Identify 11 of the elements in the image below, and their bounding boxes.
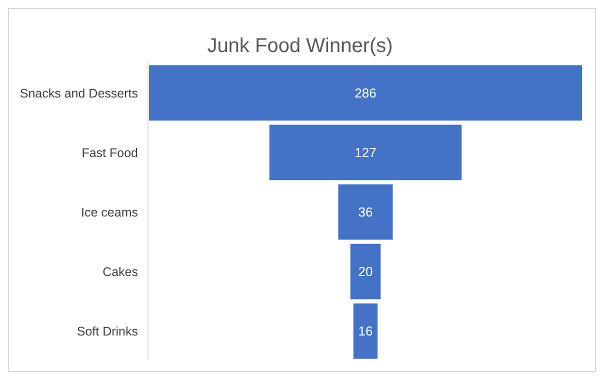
- data-label: 36: [358, 204, 373, 220]
- category-label: Ice ceams: [81, 205, 138, 220]
- data-label: 286: [354, 85, 376, 100]
- category-label: Soft Drinks: [76, 324, 138, 338]
- category-label: Fast Food: [82, 146, 138, 160]
- data-label: 127: [354, 144, 376, 160]
- category-label: Snacks and Desserts: [20, 86, 138, 100]
- data-label: 20: [358, 264, 373, 280]
- category-label: Cakes: [102, 264, 138, 279]
- text: Junk Food Winner(s): [207, 35, 393, 57]
- data-label: 16: [358, 324, 373, 339]
